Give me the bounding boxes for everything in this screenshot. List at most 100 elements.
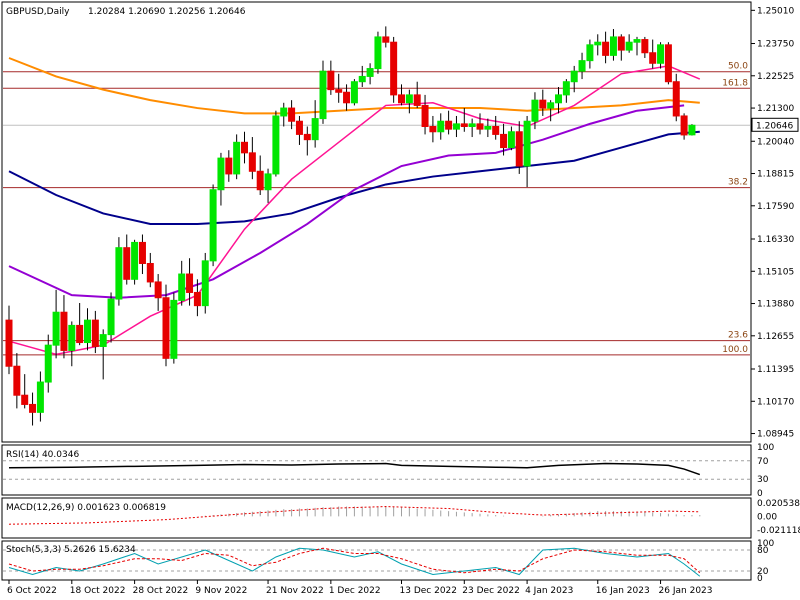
candle-body	[398, 94, 405, 104]
time-tick-label: 28 Oct 2022	[133, 586, 189, 596]
candle-body	[460, 123, 468, 128]
candle-body	[633, 39, 641, 43]
macd-panel-frame	[1, 497, 752, 539]
candle-body	[657, 44, 665, 64]
candle-body	[162, 297, 170, 359]
price-tick-label: 1.10170	[757, 397, 794, 407]
candle-body	[319, 70, 327, 120]
ma-long-line	[8, 57, 700, 115]
indicator-tick-label: 0.00	[757, 512, 777, 522]
candle-body	[295, 120, 303, 135]
time-tick-label: 18 Oct 2022	[70, 586, 126, 596]
candle-body	[217, 157, 225, 191]
ma-slow-line	[8, 130, 700, 225]
stoch-d-line	[8, 547, 701, 574]
candle-body	[539, 99, 547, 109]
candle-body	[170, 299, 178, 359]
candle-body	[335, 89, 343, 93]
candle-body	[44, 344, 52, 383]
price-panel-frame	[1, 1, 752, 443]
candle-body	[507, 131, 515, 149]
candle-body	[602, 41, 610, 56]
candle-body	[84, 319, 91, 344]
candle-body	[555, 94, 562, 104]
candle-body	[186, 273, 194, 293]
candle-body	[256, 170, 264, 191]
candle-body	[201, 260, 209, 307]
candle-body	[382, 36, 390, 43]
stoch-title: Stoch(5,3,3) 5.2626 15.6234	[6, 545, 136, 555]
ma-mid-line	[8, 104, 685, 299]
rsi-line	[8, 462, 701, 476]
macd-title: MACD(12,26,9) 0.001623 0.006819	[6, 503, 166, 513]
time-tick-label: 6 Oct 2022	[7, 586, 57, 596]
candle-body	[445, 120, 453, 130]
stoch-panel-frame	[1, 540, 752, 581]
symbol-label: GBPUSD,Daily	[6, 7, 70, 17]
current-price-label: 1.20646	[756, 121, 793, 131]
candle-body	[484, 126, 492, 130]
candle-body	[617, 36, 625, 51]
price-tick-label: 1.15105	[757, 267, 794, 277]
candle-body	[625, 41, 633, 51]
candle-body	[492, 126, 500, 135]
candle-body	[311, 118, 319, 141]
candle-body	[248, 152, 256, 172]
candle-body	[131, 241, 139, 280]
indicator-tick-label: 20	[757, 567, 769, 577]
indicator-tick-label: 30	[757, 475, 769, 485]
price-tick-label: 1.21300	[757, 104, 794, 114]
macd-indicator: 0.020538 0.00 -0.021118	[8, 499, 800, 536]
candle-body	[264, 173, 272, 191]
price-tick-label: 1.25010	[757, 6, 794, 16]
time-tick-label: 4 Jan 2023	[525, 586, 573, 596]
candle-body	[452, 123, 460, 130]
candle-body	[178, 273, 186, 301]
candle-body	[594, 41, 602, 46]
candle-body	[358, 75, 366, 83]
candle-body	[146, 262, 154, 283]
candle-body	[570, 70, 578, 83]
fib-label-4: 100.0	[722, 345, 748, 355]
price-tick-label: 1.22525	[757, 72, 794, 82]
candle-body	[531, 99, 539, 122]
candle-body	[515, 131, 523, 167]
candle-body	[390, 41, 398, 96]
rsi-indicator: 100 70 30 0	[3, 443, 774, 499]
candle-body	[29, 403, 37, 413]
candle-body	[437, 120, 445, 133]
indicator-tick-label: -0.021118	[757, 526, 800, 536]
candle-body	[60, 311, 68, 351]
candle-body	[664, 44, 672, 83]
candle-body	[36, 381, 44, 413]
price-tick-label: 1.08945	[757, 430, 794, 440]
candle-body	[193, 291, 201, 307]
rsi-title: RSI(14) 40.0346	[6, 450, 79, 460]
candle-body	[343, 91, 351, 104]
candle-body	[476, 123, 484, 130]
candle-body	[578, 60, 586, 72]
fib-label-1: 161.8	[722, 78, 748, 88]
price-tick-label: 1.18815	[757, 170, 794, 180]
fib-label-2: 38.2	[728, 178, 748, 188]
candle-body	[52, 311, 60, 346]
candle-body	[429, 126, 437, 133]
indicator-tick-label: 80	[757, 546, 769, 556]
candle-body	[138, 241, 146, 264]
price-tick-label: 1.12655	[757, 332, 794, 342]
candle-body	[680, 115, 688, 136]
candle-body	[672, 81, 680, 117]
time-axis: 6 Oct 2022 18 Oct 2022 28 Oct 2022 9 Nov 20…	[7, 580, 713, 596]
price-tick-label: 1.16330	[757, 235, 794, 245]
time-tick-label: 1 Dec 2022	[329, 586, 381, 596]
candle-body	[99, 334, 107, 347]
time-tick-label: 21 Nov 2022	[266, 586, 324, 596]
candle-body	[91, 319, 99, 347]
candle-body	[154, 281, 162, 299]
indicator-tick-label: 100	[757, 539, 774, 549]
candle-body	[288, 107, 296, 122]
rsi-panel-frame	[1, 444, 752, 496]
indicator-tick-label: 0	[757, 489, 763, 499]
